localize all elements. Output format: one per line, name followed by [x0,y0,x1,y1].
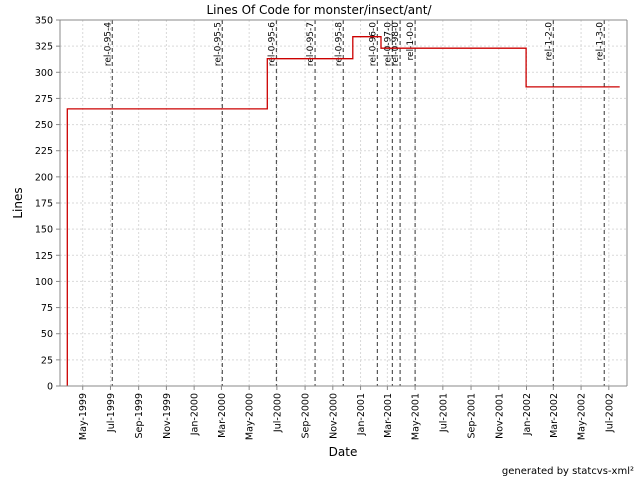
y-tick-label: 75 [41,303,53,314]
y-tick-label: 350 [35,16,53,27]
release-marker-label: rel-0-95-6 [267,22,277,66]
footer-credit: generated by statcvs-xml² [502,466,634,477]
x-tick-label: May-1999 [78,393,89,440]
release-marker-label: rel-1-3-0 [595,22,605,61]
x-tick-label: Jul-2001 [438,393,449,433]
x-tick-label: Jan-2002 [522,393,533,436]
y-tick-label: 150 [35,225,53,236]
x-tick-label: Jul-2002 [604,393,615,433]
y-axis-ticks: 0 25 50 75 100 125 150 175 200 225 250 275 300 325 350 [35,16,60,393]
series-layer [66,36,620,386]
release-marker-label: rel-0-98-0 [391,22,401,66]
x-tick-label: Sep-1999 [134,393,145,439]
x-tick-label: Mar-2002 [549,393,560,438]
x-tick-label: May-2001 [411,393,422,440]
y-tick-label: 25 [41,355,53,366]
release-marker-label: rel-0-95-8 [334,22,344,66]
x-tick-label: May-2002 [577,393,588,440]
x-tick-label: Mar-2001 [383,393,394,438]
y-axis-title: Lines [11,187,25,218]
x-tick-label: Jul-1999 [106,393,117,433]
release-marker-label: rel-1-0-0 [406,22,416,61]
x-tick-label: Nov-2001 [494,393,505,439]
y-tick-label: 125 [35,251,53,262]
y-tick-label: 100 [35,277,53,288]
y-tick-label: 0 [47,382,53,393]
x-tick-label: May-2000 [245,393,256,440]
x-axis-title: Date [329,445,358,459]
y-tick-label: 225 [35,146,53,157]
y-tick-label: 50 [41,329,53,340]
x-tick-label: Mar-2000 [217,393,228,438]
release-marker-label: rel-0-96-0 [368,22,378,66]
y-tick-label: 200 [35,172,53,183]
release-marker-label: rel-0-95-7 [306,22,316,66]
y-tick-label: 275 [35,94,53,105]
x-tick-label: Jan-2000 [190,393,201,436]
y-tick-label: 175 [35,199,53,210]
x-tick-label: Sep-2000 [301,393,312,439]
y-tick-label: 250 [35,120,53,131]
x-tick-label: Nov-2000 [328,393,339,439]
release-marker-label: rel-1-2-0 [544,22,554,61]
release-markers: rel-0-95-4 rel-0-95-5 rel-0-95-6 rel-0-95-7… [103,20,605,386]
y-tick-label: 325 [35,42,53,53]
release-marker-label: rel-0-95-4 [103,22,113,66]
x-tick-label: Jan-2001 [356,393,367,436]
release-marker-label: rel-0-97-0 [383,22,393,66]
series-line [66,36,620,386]
y-tick-label: 300 [35,68,53,79]
release-marker-label: rel-0-95-5 [213,22,223,66]
x-tick-label: Nov-1999 [162,393,173,439]
x-tick-label: Jul-2000 [272,393,283,433]
chart-title: Lines Of Code for monster/insect/ant/ [207,3,433,17]
x-tick-label: Sep-2001 [467,393,478,439]
x-axis-ticks: May-1999 Jul-1999 Sep-1999 Nov-1999 Jan-2000… [78,386,615,440]
